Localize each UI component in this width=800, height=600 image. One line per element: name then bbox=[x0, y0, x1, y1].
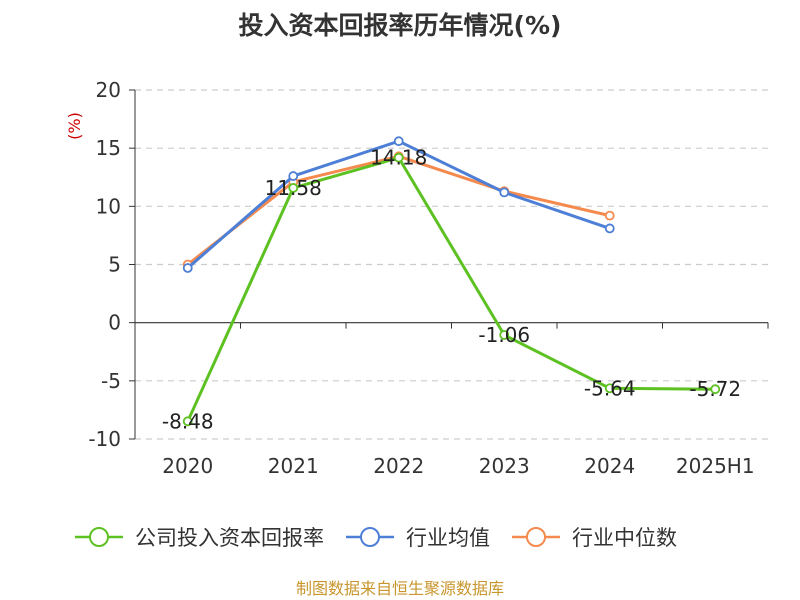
y-axis-label: (%) bbox=[65, 112, 84, 140]
legend-label: 行业中位数 bbox=[572, 526, 677, 550]
x-tick-label: 2024 bbox=[584, 454, 635, 478]
legend-label: 行业均值 bbox=[406, 526, 490, 550]
x-tick-label: 2020 bbox=[162, 454, 213, 478]
data-labels: -8.48 11.58 14.18 -1.06 -5.64 -5.72 bbox=[162, 146, 741, 434]
data-point bbox=[604, 383, 615, 394]
data-label: 11.58 bbox=[265, 176, 322, 200]
y-tick-label: 5 bbox=[108, 253, 121, 277]
series-layer bbox=[182, 136, 721, 427]
y-tick-label: 0 bbox=[108, 311, 121, 335]
legend-label: 公司投入资本回报率 bbox=[135, 526, 324, 550]
data-point bbox=[288, 183, 299, 193]
y-tick-labels: 20 15 10 5 0 -5 -10 bbox=[88, 78, 121, 451]
data-point bbox=[499, 187, 510, 198]
x-tick-label: 2025H1 bbox=[676, 454, 755, 478]
legend: 公司投入资本回报率 行业均值 行业中位数 bbox=[75, 526, 677, 550]
data-label: 14.18 bbox=[370, 146, 427, 170]
chart-title: 投入资本回报率历年情况(%) bbox=[239, 11, 562, 40]
y-tick-label: 20 bbox=[96, 78, 121, 102]
source-note: 制图数据来自恒生聚源数据库 bbox=[296, 579, 504, 598]
series-2 bbox=[182, 151, 615, 270]
series-0 bbox=[182, 152, 721, 427]
axes bbox=[129, 89, 769, 440]
data-label: -5.72 bbox=[689, 377, 741, 401]
data-point bbox=[499, 330, 510, 340]
data-label: -1.06 bbox=[478, 323, 530, 347]
x-tick-labels: 2020 2021 2022 2023 2024 2025H1 bbox=[162, 454, 754, 478]
legend-item: 行业均值 bbox=[346, 526, 490, 550]
y-tick-label: 10 bbox=[96, 194, 121, 218]
grid-lines bbox=[135, 89, 768, 440]
data-label: -8.48 bbox=[162, 409, 214, 433]
legend-item: 公司投入资本回报率 bbox=[75, 526, 324, 550]
x-tick-label: 2022 bbox=[373, 454, 424, 478]
x-tick-label: 2023 bbox=[479, 454, 530, 478]
x-tick-label: 2021 bbox=[268, 454, 319, 478]
series-1 bbox=[182, 136, 615, 273]
legend-marker bbox=[526, 527, 546, 547]
y-tick-label: -5 bbox=[101, 369, 121, 393]
data-point bbox=[393, 136, 404, 147]
legend-marker bbox=[360, 527, 380, 547]
data-point bbox=[393, 152, 404, 163]
legend-marker bbox=[89, 527, 109, 547]
data-point bbox=[710, 384, 721, 395]
series-line bbox=[186, 156, 716, 422]
data-point bbox=[182, 263, 193, 273]
data-point bbox=[604, 210, 615, 221]
data-point bbox=[182, 416, 193, 427]
legend-item: 行业中位数 bbox=[512, 526, 677, 550]
y-tick-label: -10 bbox=[88, 427, 121, 451]
series-line bbox=[186, 154, 611, 266]
data-point bbox=[288, 171, 299, 181]
y-tick-label: 15 bbox=[96, 136, 121, 160]
data-label: -5.64 bbox=[584, 376, 636, 400]
data-point bbox=[604, 223, 615, 234]
